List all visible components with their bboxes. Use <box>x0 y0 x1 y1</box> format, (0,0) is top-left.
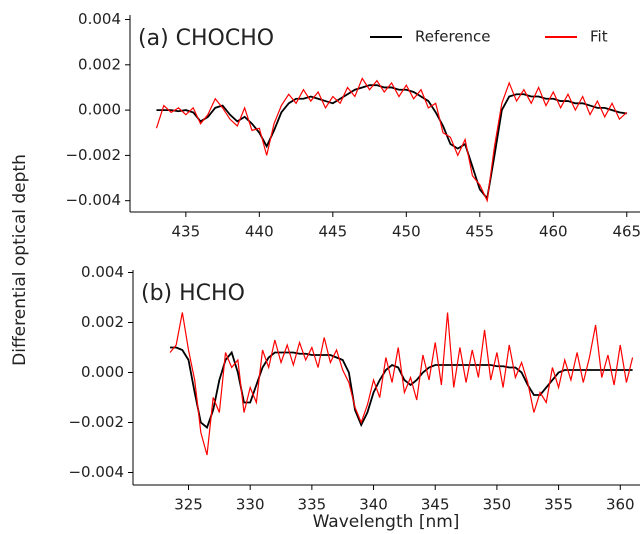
series-line <box>170 346 633 430</box>
y-tick-label: 0.002 <box>81 313 124 331</box>
y-tick-label: 0.002 <box>78 55 121 73</box>
y-tick-label: −0.004 <box>65 191 121 209</box>
y-tick-label: −0.004 <box>68 463 124 481</box>
y-tick-label: 0.004 <box>78 10 121 28</box>
x-tick-label: 445 <box>319 223 348 241</box>
y-tick-label: 0.004 <box>81 263 124 281</box>
x-tick-label: 465 <box>612 223 641 241</box>
y-tick-label: 0.000 <box>81 363 124 381</box>
y-tick-label: 0.000 <box>78 101 121 119</box>
y-tick-label: −0.002 <box>68 413 124 431</box>
x-tick-label: 360 <box>606 496 635 514</box>
panel-title: (b) HCHO <box>141 281 245 306</box>
x-tick-label: 450 <box>392 223 421 241</box>
legend-label: Fit <box>590 28 608 46</box>
x-tick-label: 345 <box>421 496 450 514</box>
x-tick-label: 330 <box>236 496 265 514</box>
series-line <box>155 77 628 203</box>
y-tick-label: −0.002 <box>65 146 121 164</box>
x-tick-label: 335 <box>298 496 327 514</box>
x-tick-label: 350 <box>483 496 512 514</box>
x-axis-label: Wavelength [nm] <box>313 512 460 532</box>
x-tick-label: 455 <box>465 223 494 241</box>
series-line <box>169 312 634 456</box>
x-tick-label: 435 <box>172 223 201 241</box>
legend-label: Reference <box>415 28 491 46</box>
x-tick-label: 440 <box>245 223 274 241</box>
panel-title: (a) CHOCHO <box>138 26 274 51</box>
y-axis-label: Differential optical depth <box>10 154 30 366</box>
x-tick-label: 325 <box>174 496 203 514</box>
series-line <box>156 84 627 201</box>
x-tick-label: 355 <box>544 496 573 514</box>
x-tick-label: 460 <box>539 223 568 241</box>
x-tick-label: 340 <box>359 496 388 514</box>
